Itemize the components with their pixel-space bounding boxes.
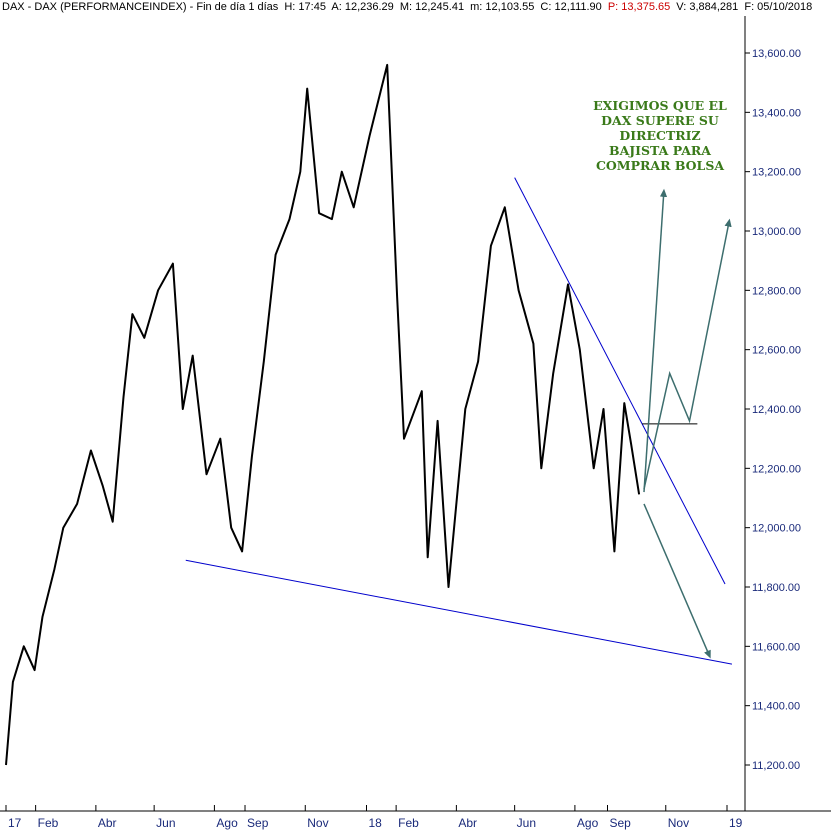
y-tick-label: 12,600.00: [752, 345, 801, 357]
y-tick-label: 11,600.00: [752, 641, 800, 653]
x-tick-label: 19: [729, 816, 743, 830]
y-tick-label: 13,200.00: [752, 167, 801, 179]
y-tick-label: 12,000.00: [752, 523, 801, 535]
annotation-line: DIRECTRIZ: [619, 128, 700, 143]
y-tick-label: 11,800.00: [752, 582, 800, 594]
y-tick-label: 12,800.00: [752, 285, 801, 297]
y-tick-label: 13,000.00: [752, 226, 801, 238]
x-tick-label: Feb: [398, 816, 419, 830]
y-tick-label: 11,200.00: [752, 760, 800, 772]
x-tick-label: Abr: [98, 816, 117, 830]
x-tick-label: Jun: [156, 816, 175, 830]
y-axis-ticks: 11,200.00 11,400.00 11,600.00 11,800.00 12,0…: [745, 48, 801, 772]
y-tick-label: 11,400.00: [752, 701, 800, 713]
annotation-line: EXIGIMOS QUE EL: [593, 98, 727, 113]
x-tick-label: Ago: [216, 816, 238, 830]
annotation-line: COMPRAR BOLSA: [596, 158, 724, 173]
x-tick-label: Abr: [458, 816, 477, 830]
annotation-line: DAX SUPERE SU: [601, 113, 719, 128]
annotation-line: BAJISTA PARA: [609, 143, 711, 158]
y-tick-label: 12,200.00: [752, 463, 801, 475]
y-tick-label: 13,400.00: [752, 107, 801, 119]
x-tick-label: 17: [8, 816, 22, 830]
x-tick-label: Feb: [38, 816, 59, 830]
x-tick-label: Jun: [517, 816, 536, 830]
x-tick-label: Sep: [247, 816, 269, 830]
x-tick-label: Ago: [577, 816, 599, 830]
x-tick-label: Nov: [668, 816, 689, 830]
y-tick-label: 12,400.00: [752, 404, 801, 416]
y-tick-label: 13,600.00: [752, 48, 801, 60]
x-tick-label: Nov: [307, 816, 328, 830]
x-tick-label: Sep: [609, 816, 631, 830]
x-tick-label: 18: [369, 816, 383, 830]
